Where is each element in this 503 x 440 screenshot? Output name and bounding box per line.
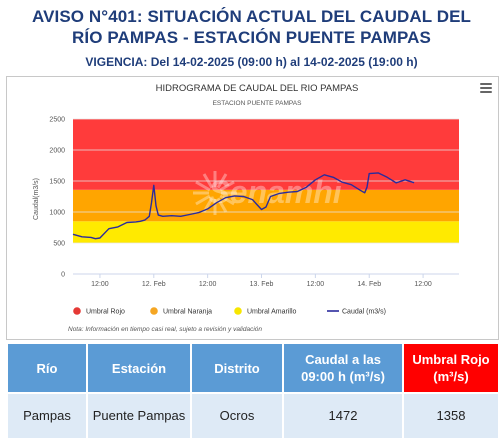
header-distrito: Distrito	[190, 342, 284, 394]
chart-title: HIDROGRAMA DE CAUDAL DEL RIO PAMPAS	[156, 83, 359, 94]
chart-menu-icon[interactable]	[480, 83, 492, 93]
legend-item-label: Umbral Rojo	[86, 309, 125, 316]
band-umbral-rojo	[73, 119, 459, 190]
page-title-line-2: RÍO PAMPAS - ESTACIÓN PUENTE PAMPAS	[72, 28, 431, 47]
cell-estacion: Puente Pampas	[86, 392, 192, 440]
table-header-row: Río Estación Distrito Caudal a las 09:00…	[6, 342, 500, 394]
band-umbral-amarillo	[73, 221, 459, 243]
y-tick-label: 500	[53, 241, 65, 248]
legend-marker	[150, 307, 158, 315]
series-layer	[72, 172, 415, 240]
x-tick-label: 12:00	[414, 281, 432, 288]
y-tick-label: 1000	[49, 210, 65, 217]
x-tick-label: 12. Feb	[142, 281, 166, 288]
chart-subtitle: ESTACION PUENTE PAMPAS	[213, 100, 303, 107]
x-tick-label: 12:00	[91, 281, 109, 288]
page-title-line-1: AVISO N°401: SITUACIÓN ACTUAL DEL CAUDAL…	[31, 7, 472, 26]
header-umbral-rojo: Umbral Rojo (m³/s)	[402, 342, 500, 394]
x-tick-label: 14. Feb	[357, 281, 381, 288]
watermark-ray	[195, 180, 211, 192]
y-tick-label: 1500	[49, 179, 65, 186]
vigencia-text: VIGENCIA: Del 14-02-2025 (09:00 h) al 14…	[85, 55, 418, 69]
header-caudal: Caudal a las 09:00 h (m³/s)	[282, 342, 404, 394]
cell-caudal: 1472	[282, 392, 404, 440]
y-tick-label: 2000	[49, 148, 65, 155]
watermark-text: Senamhi	[208, 174, 342, 210]
chart-note: Nota: Información en tiempo casi real, s…	[68, 326, 263, 333]
cell-rio: Pampas	[6, 392, 88, 440]
header: AVISO N°401: SITUACIÓN ACTUAL DEL CAUDAL…	[0, 0, 503, 70]
x-tick-label: 12:00	[307, 281, 325, 288]
header-estacion: Estación	[86, 342, 192, 394]
watermark-ray	[219, 194, 235, 206]
watermark-ray	[195, 194, 211, 206]
legend-marker	[234, 307, 242, 315]
legend-item-label: Umbral Naranja	[163, 309, 212, 316]
chart-container: Senamhi 0 500 1000 1500 2000 2500 12:00 12. Feb…	[6, 76, 499, 340]
x-tick-label: 13. Feb	[250, 281, 274, 288]
chart-legend: Umbral Rojo Umbral Naranja Umbral Amarillo…	[73, 307, 386, 316]
series-line-caudal	[72, 172, 415, 240]
header-rio: Río	[6, 342, 88, 394]
hydrograph-chart: Senamhi 0 500 1000 1500 2000 2500 12:00 12. Feb…	[33, 83, 459, 316]
legend-item-label: Umbral Amarillo	[247, 309, 297, 316]
y-tick-label: 2500	[49, 117, 65, 124]
legend-item-label: Caudal (m3/s)	[342, 309, 386, 316]
y-tick-label: 0	[61, 272, 65, 279]
watermark-ray	[219, 180, 235, 192]
cell-umbral-rojo: 1358	[402, 392, 500, 440]
legend-marker	[73, 307, 81, 315]
summary-table: Río Estación Distrito Caudal a las 09:00…	[6, 342, 500, 440]
table-row: Pampas Puente Pampas Ocros 1472 1358	[6, 392, 500, 440]
x-tick-label: 12:00	[199, 281, 217, 288]
axes-layer: 0 500 1000 1500 2000 2500 12:00 12. Feb 12:00 13.…	[49, 117, 459, 288]
cell-distrito: Ocros	[190, 392, 284, 440]
y-axis-label: Caudal(m3/s)	[33, 178, 40, 220]
